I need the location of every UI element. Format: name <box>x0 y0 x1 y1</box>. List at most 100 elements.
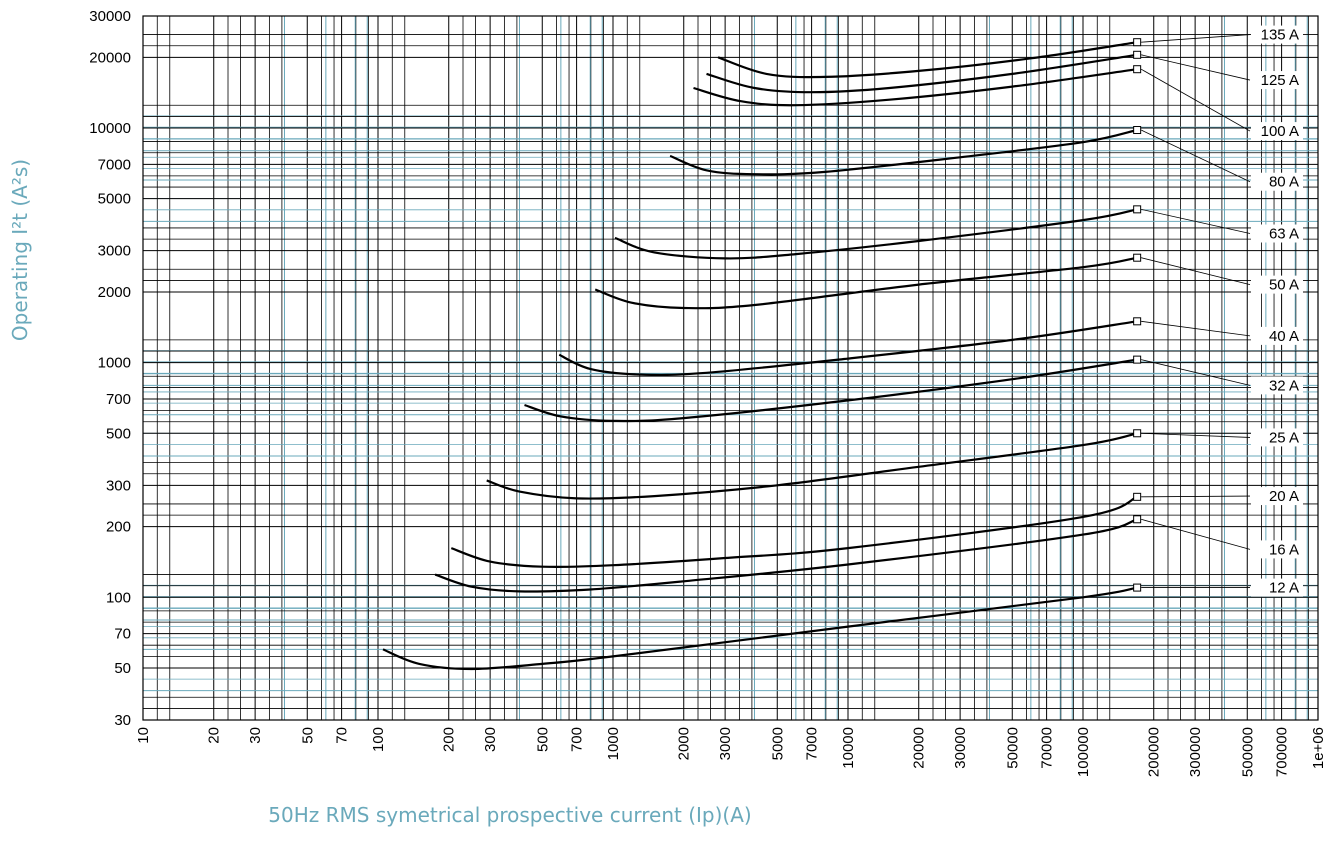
x-tick-label: 100000 <box>1075 727 1092 777</box>
x-tick-label: 100 <box>370 727 387 752</box>
curve-end-marker <box>1133 515 1142 524</box>
curve-label: 40 A <box>1269 328 1299 345</box>
curve-end-marker <box>1133 38 1142 47</box>
curve-100a <box>693 68 1138 107</box>
curve-label-bg <box>1251 376 1303 395</box>
curve-label-bg <box>1251 578 1303 597</box>
y-tick-label: 5000 <box>98 191 131 208</box>
curve-125a <box>706 53 1138 94</box>
chart-grid <box>142 15 1319 721</box>
curve-end-marker <box>1133 583 1142 592</box>
curve-40a <box>558 320 1138 377</box>
x-tick-label: 30000 <box>952 727 969 769</box>
curve-end-marker <box>1133 65 1142 74</box>
y-tick-label: 30 <box>114 712 131 729</box>
x-tick-label: 3000 <box>717 727 734 760</box>
y-axis-title: Operating I²t (A²s) <box>8 159 32 341</box>
leader-line <box>1141 495 1251 498</box>
curve-80a <box>669 128 1138 176</box>
x-tick-label: 300 <box>482 727 499 752</box>
y-axis-ticks: 30 50 70 100 200 300 500 700 1000 2000 3000 5000 700… <box>89 8 131 729</box>
x-tick-label: 500 <box>534 727 551 752</box>
leader-line <box>1141 34 1251 43</box>
x-tick-label: 700000 <box>1274 727 1291 777</box>
x-tick-label: 10 <box>135 727 152 744</box>
curve-label-bg <box>1251 487 1303 506</box>
curve-label: 25 A <box>1269 429 1299 446</box>
curve-63a <box>614 208 1138 260</box>
curve-end-marker <box>1133 205 1142 214</box>
curve-label-bg <box>1251 122 1303 141</box>
y-tick-label: 300 <box>106 477 131 494</box>
leader-line <box>1140 129 1251 183</box>
x-tick-label: 200000 <box>1146 727 1163 777</box>
curve-labels: 12 A 16 A 20 A 25 A 32 A 40 A 50 A 63 A 80 A 100 … <box>1133 25 1303 597</box>
y-tick-label: 7000 <box>98 156 131 173</box>
curve-label: 125 A <box>1261 72 1299 89</box>
curve-label: 100 A <box>1261 123 1299 140</box>
curve-end-marker <box>1133 492 1142 501</box>
curve-label: 135 A <box>1261 27 1299 44</box>
curve-end-marker <box>1133 429 1142 438</box>
curve-label: 12 A <box>1269 580 1299 597</box>
curve-label-bg <box>1251 326 1303 345</box>
curve-label: 20 A <box>1269 488 1299 505</box>
leader-line <box>1141 208 1251 234</box>
x-tick-label: 300000 <box>1187 727 1204 777</box>
curve-12a <box>382 586 1138 671</box>
leader-line <box>1141 432 1251 438</box>
x-tick-label: 70 <box>334 727 351 744</box>
x-tick-label: 200 <box>441 727 458 752</box>
y-tick-label: 50 <box>114 660 131 677</box>
y-tick-label: 10000 <box>89 120 131 137</box>
x-tick-label: 1e+06 <box>1310 727 1327 769</box>
y-tick-label: 500 <box>106 425 131 442</box>
chart-curves <box>382 41 1138 671</box>
x-tick-label: 700 <box>569 727 586 752</box>
leader-line <box>1141 359 1251 386</box>
x-tick-label: 500000 <box>1239 727 1256 777</box>
x-tick-label: 2000 <box>676 727 693 760</box>
x-tick-label: 5000 <box>769 727 786 760</box>
x-axis-ticks: 10 20 30 50 70 100 200 300 500 700 1000 2000 3000 500… <box>135 727 1327 777</box>
curve-label-bg <box>1251 71 1303 90</box>
curve-label: 32 A <box>1269 377 1299 394</box>
x-tick-label: 50 <box>299 727 316 744</box>
curve-end-marker <box>1133 126 1142 135</box>
x-tick-label: 50000 <box>1004 727 1021 769</box>
x-tick-label: 30 <box>247 727 264 744</box>
x-tick-label: 7000 <box>804 727 821 760</box>
curve-16a <box>434 518 1138 593</box>
y-tick-label: 100 <box>106 589 131 606</box>
leader-line <box>1141 320 1251 337</box>
x-tick-label: 20000 <box>911 727 928 769</box>
x-tick-label: 70000 <box>1039 727 1056 769</box>
leader-line <box>1141 257 1251 286</box>
curve-end-marker <box>1133 50 1142 59</box>
curve-end-marker <box>1133 317 1142 326</box>
y-tick-label: 20000 <box>89 49 131 66</box>
leader-line <box>1140 68 1251 132</box>
y-tick-label: 3000 <box>98 243 131 260</box>
y-tick-label: 1000 <box>98 355 131 372</box>
curve-end-marker <box>1133 355 1142 364</box>
curve-label-bg <box>1251 172 1303 191</box>
curve-25a <box>486 432 1138 500</box>
curve-label: 50 A <box>1269 277 1299 294</box>
x-tick-label: 10000 <box>840 727 857 769</box>
curve-label-bg <box>1251 540 1303 559</box>
plot-frame <box>142 15 1319 721</box>
y-tick-label: 700 <box>106 391 131 408</box>
leader-line <box>1141 54 1251 81</box>
x-tick-label: 20 <box>206 727 223 744</box>
y-tick-label: 70 <box>114 626 131 643</box>
curve-135a <box>717 41 1138 79</box>
curve-20a <box>450 495 1138 569</box>
curve-label: 63 A <box>1269 226 1299 243</box>
curve-50a <box>594 256 1138 310</box>
x-axis-title: 50Hz RMS symetrical prospective current … <box>268 803 751 827</box>
y-tick-label: 200 <box>106 519 131 536</box>
leader-line <box>1141 518 1251 550</box>
curve-label-bg <box>1251 25 1303 44</box>
